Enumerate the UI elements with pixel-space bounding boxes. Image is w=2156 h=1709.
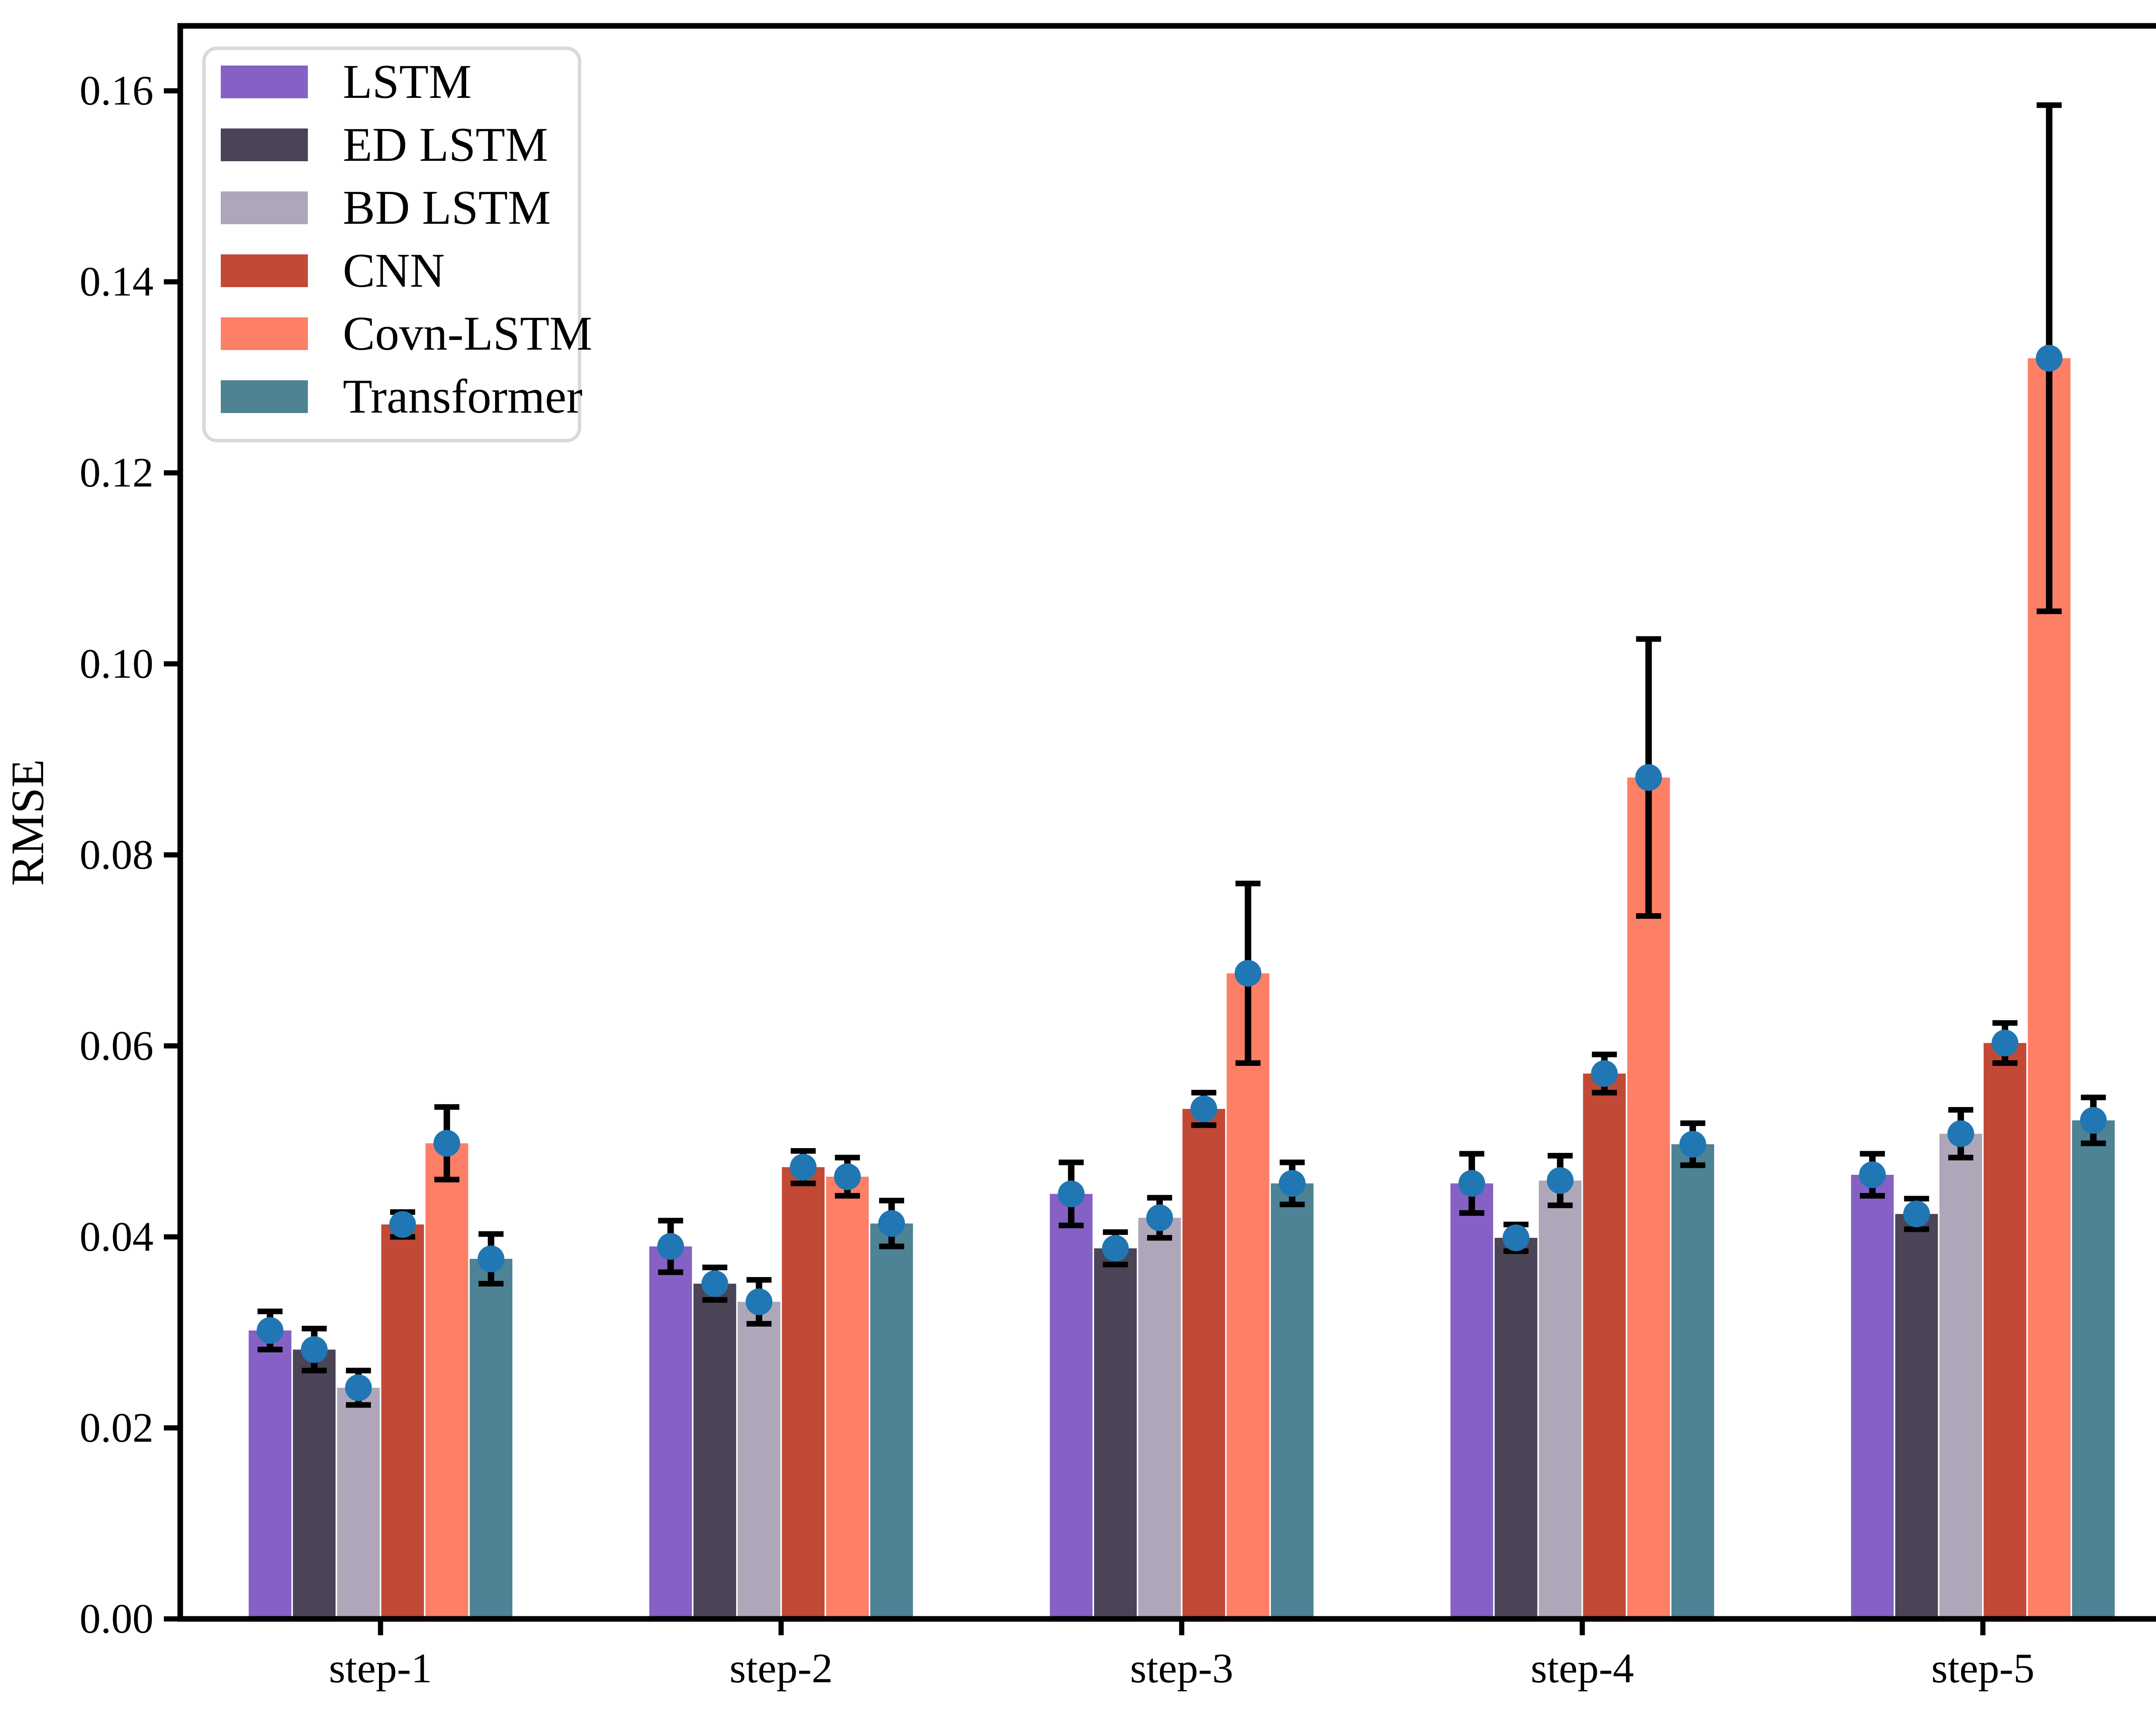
plot-frame xyxy=(177,23,2156,1622)
legend-label: ED LSTM xyxy=(343,118,548,172)
bar-ed-lstm-step-1 xyxy=(293,1349,336,1619)
data-point-marker xyxy=(1947,1120,1974,1147)
y-tick-label: 0.06 xyxy=(80,1023,154,1069)
bar-covn-lstm-step-3 xyxy=(1226,973,1269,1619)
bar-transformer-step-3 xyxy=(1271,1183,1314,1619)
x-tick-label: step-2 xyxy=(730,1645,833,1692)
bar-lstm-step-1 xyxy=(248,1330,291,1619)
bar-transformer-step-1 xyxy=(470,1258,513,1619)
bar-bd-lstm-step-5 xyxy=(1939,1133,1982,1619)
data-point-marker xyxy=(1591,1060,1618,1087)
data-point-marker xyxy=(1679,1131,1706,1158)
y-axis-label: RMSE xyxy=(2,759,53,886)
bar-bd-lstm-step-3 xyxy=(1138,1218,1181,1619)
data-point-marker xyxy=(701,1270,728,1297)
data-point-marker xyxy=(1102,1235,1129,1262)
data-point-marker xyxy=(1058,1180,1085,1208)
data-point-marker xyxy=(1547,1167,1574,1194)
bar-covn-lstm-step-2 xyxy=(826,1177,869,1619)
legend-label: LSTM xyxy=(343,55,472,109)
legend-swatch-transformer xyxy=(221,380,308,413)
bars-layer xyxy=(248,358,2115,1619)
data-point-marker xyxy=(1903,1200,1930,1227)
data-point-marker xyxy=(2080,1107,2107,1134)
legend-label: CNN xyxy=(343,244,445,297)
bar-bd-lstm-step-4 xyxy=(1539,1180,1582,1619)
data-point-marker xyxy=(878,1210,905,1237)
y-tick-label: 0.00 xyxy=(80,1596,154,1642)
data-point-marker xyxy=(790,1154,817,1181)
data-point-marker xyxy=(1502,1224,1529,1252)
legend-swatch-ed-lstm xyxy=(221,128,308,161)
y-tick-label: 0.08 xyxy=(80,832,154,878)
data-point-marker xyxy=(345,1374,372,1401)
x-tick-label: step-4 xyxy=(1531,1645,1634,1692)
bar-covn-lstm-step-1 xyxy=(425,1143,468,1619)
bar-ed-lstm-step-3 xyxy=(1094,1248,1137,1619)
bar-ed-lstm-step-5 xyxy=(1895,1214,1938,1619)
bar-cnn-step-2 xyxy=(782,1167,825,1619)
bar-cnn-step-1 xyxy=(381,1224,424,1619)
legend-swatch-lstm xyxy=(221,66,308,98)
data-point-marker xyxy=(746,1288,773,1315)
bar-lstm-step-2 xyxy=(649,1246,692,1619)
data-point-marker xyxy=(257,1317,284,1344)
legend: LSTM ED LSTM BD LSTM CNN Covn-LSTM Transforme… xyxy=(202,47,592,442)
bar-transformer-step-2 xyxy=(870,1223,913,1619)
data-point-marker xyxy=(1991,1030,2018,1057)
bar-bd-lstm-step-1 xyxy=(337,1387,380,1619)
data-point-marker xyxy=(1235,960,1262,987)
axis-layer: 0.00 0.02 0.04 0.06 0.08 0.10 0.12 0.14 0.16 step… xyxy=(80,68,2035,1692)
data-point-marker xyxy=(1190,1096,1217,1123)
bar-cnn-step-5 xyxy=(1984,1043,2027,1619)
data-point-marker xyxy=(1279,1170,1306,1197)
y-tick-label: 0.14 xyxy=(80,259,154,305)
data-point-marker xyxy=(2036,344,2063,372)
legend-label: Covn-LSTM xyxy=(343,307,592,360)
bar-lstm-step-3 xyxy=(1050,1194,1093,1619)
legend-swatch-cnn xyxy=(221,254,308,287)
data-point-marker xyxy=(301,1336,328,1363)
data-point-marker xyxy=(1635,764,1662,791)
bar-cnn-step-4 xyxy=(1583,1074,1626,1619)
y-tick-label: 0.12 xyxy=(80,450,154,496)
legend-swatch-covn-lstm xyxy=(221,317,308,350)
data-point-marker xyxy=(1146,1204,1173,1231)
data-point-marker xyxy=(834,1163,861,1190)
legend-label: BD LSTM xyxy=(343,181,551,235)
data-point-marker xyxy=(477,1245,505,1272)
data-point-marker xyxy=(389,1211,416,1238)
y-tick-label: 0.02 xyxy=(80,1405,154,1451)
y-tick-label: 0.16 xyxy=(80,68,154,114)
legend-swatch-bd-lstm xyxy=(221,191,308,224)
y-tick-label: 0.04 xyxy=(80,1214,154,1260)
bar-transformer-step-5 xyxy=(2072,1120,2115,1619)
bar-ed-lstm-step-2 xyxy=(693,1283,736,1619)
data-point-marker xyxy=(1458,1170,1485,1197)
bar-lstm-step-5 xyxy=(1851,1174,1894,1619)
bar-ed-lstm-step-4 xyxy=(1495,1238,1538,1619)
x-tick-label: step-1 xyxy=(329,1645,432,1692)
bar-lstm-step-4 xyxy=(1450,1183,1493,1619)
x-tick-label: step-5 xyxy=(1931,1645,2035,1692)
bar-transformer-step-4 xyxy=(1671,1144,1714,1619)
data-point-marker xyxy=(657,1233,684,1260)
bar-bd-lstm-step-2 xyxy=(737,1302,780,1619)
y-tick-label: 0.10 xyxy=(80,641,154,687)
data-point-marker xyxy=(433,1130,461,1157)
markers-layer xyxy=(257,344,2107,1401)
data-point-marker xyxy=(1859,1161,1886,1188)
legend-label: Transformer xyxy=(343,370,583,423)
bar-cnn-step-3 xyxy=(1182,1109,1225,1619)
x-tick-label: step-3 xyxy=(1130,1645,1234,1692)
